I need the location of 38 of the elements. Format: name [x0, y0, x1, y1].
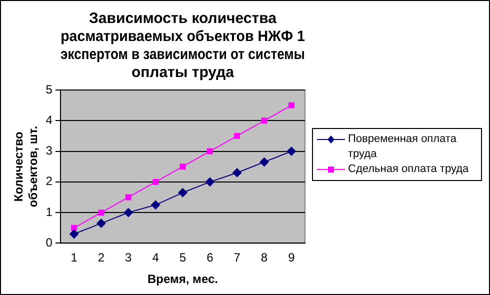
chart-title: Зависимость количества расматриваемых объектов НЖФ 1 экспертом в зависимости от системы оплаты труда: [60, 10, 305, 82]
legend-label: Повременная оплата труда: [348, 132, 458, 162]
point: [260, 158, 269, 167]
x-tick-label: 8: [260, 250, 268, 265]
point: [96, 218, 106, 228]
y-tick-label: 0: [46, 236, 53, 250]
point: [125, 194, 132, 200]
point: [206, 148, 213, 154]
y-tick-label: 4: [46, 112, 53, 127]
y-tick-label: 3: [46, 144, 53, 158]
point: [286, 146, 296, 156]
point: [124, 208, 133, 218]
legend-label: Сдельная оплата труда: [348, 162, 469, 177]
point: [152, 178, 159, 185]
x-tick-label: 9: [288, 250, 296, 265]
y-tick-label: 1: [46, 204, 53, 219]
point: [178, 188, 188, 198]
point: [180, 164, 186, 170]
point: [71, 224, 78, 231]
point: [234, 132, 240, 139]
y-tick-label: 2: [46, 174, 53, 188]
x-tick-label: 5: [179, 250, 186, 265]
x-tick-label: 2: [98, 250, 105, 265]
point: [232, 168, 242, 178]
point: [261, 118, 268, 124]
x-tick-label: 1: [70, 250, 78, 265]
point: [70, 230, 79, 239]
y-axis-title: Количество объектов, шт.: [12, 126, 40, 208]
point: [151, 200, 160, 210]
point: [205, 177, 214, 186]
x-tick-label: 6: [206, 250, 214, 265]
point: [98, 210, 104, 216]
point: [288, 102, 294, 108]
x-tick-label: 3: [125, 250, 132, 265]
x-tick-label: 4: [152, 250, 160, 265]
x-tick-label: 7: [234, 250, 241, 265]
x-axis-title: Время, мес.: [148, 272, 218, 286]
y-tick-label: 5: [46, 82, 53, 96]
